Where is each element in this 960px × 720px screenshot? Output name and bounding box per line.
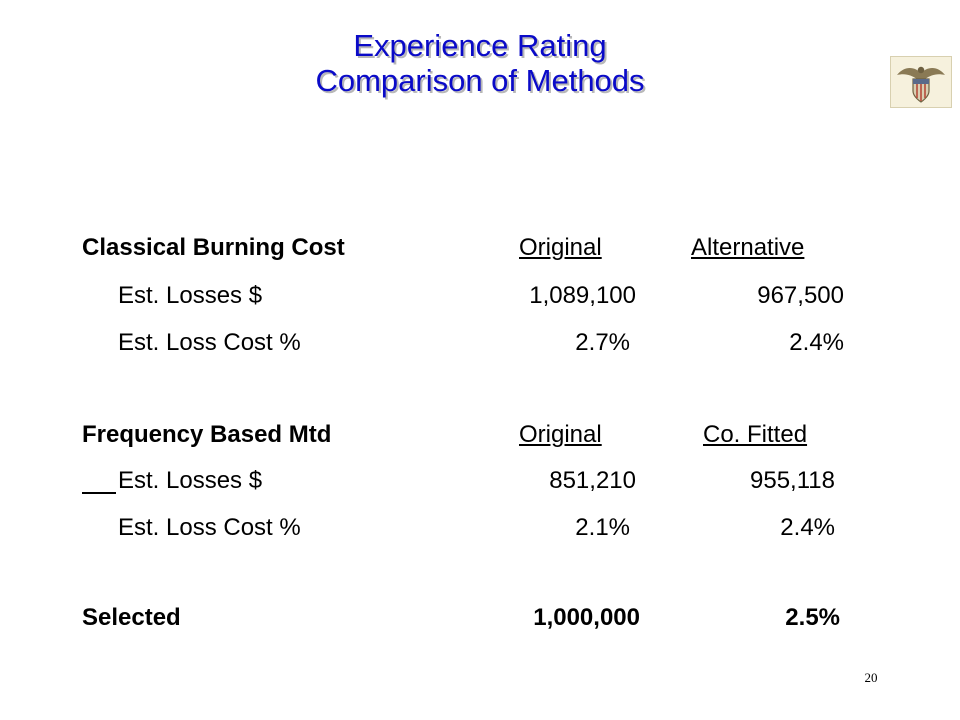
frequency-row-losses-col1: 851,210: [549, 467, 636, 494]
selected-label: Selected: [82, 604, 181, 631]
frequency-row-losscost-col1: 2.1%: [575, 514, 630, 541]
frequency-col1-header: Original: [519, 421, 602, 448]
row-indent-underline: [82, 492, 116, 495]
frequency-heading: Frequency Based Mtd: [82, 421, 332, 448]
frequency-col2-header: Co. Fitted: [703, 421, 808, 448]
page-number: 20: [864, 670, 878, 685]
classical-row-losscost-col1: 2.7%: [575, 329, 630, 356]
classical-row-losses-label: Est. Losses $: [118, 282, 263, 309]
title-line-2: Comparison of Methods: [315, 63, 645, 98]
classical-row-losscost-col2: 2.4%: [789, 329, 844, 356]
frequency-row-losscost-label: Est. Loss Cost %: [118, 514, 301, 541]
classical-row-losses-col2: 967,500: [757, 282, 844, 309]
frequency-row-losscost-col2: 2.4%: [780, 514, 835, 541]
eagle-shield-logo-icon: [890, 56, 952, 108]
classical-row-losses-col1: 1,089,100: [529, 282, 636, 309]
frequency-row-losses-label: Est. Losses $: [118, 467, 263, 494]
classical-heading: Classical Burning Cost: [82, 234, 345, 261]
classical-row-losscost-label: Est. Loss Cost %: [118, 329, 301, 356]
slide-title: Experience Rating Comparison of Methods: [0, 28, 960, 98]
frequency-row-losses-col2: 955,118: [750, 467, 835, 494]
title-line-1: Experience Rating: [353, 28, 607, 63]
classical-col1-header: Original: [519, 234, 602, 261]
selected-col2: 2.5%: [785, 604, 840, 631]
selected-col1: 1,000,000: [533, 604, 640, 631]
classical-col2-header: Alternative: [691, 234, 805, 261]
